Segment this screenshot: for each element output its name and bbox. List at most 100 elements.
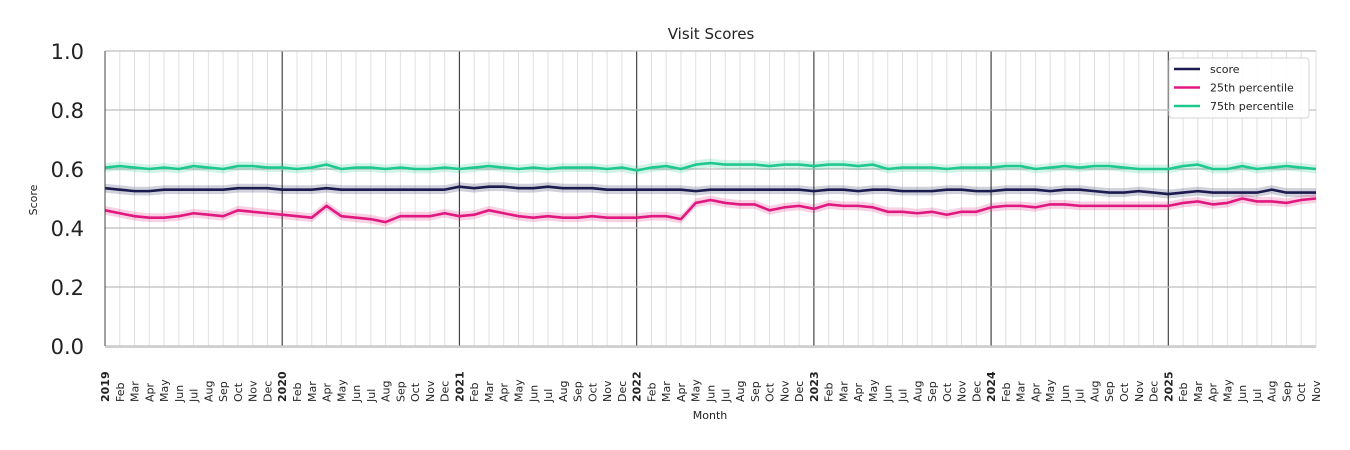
x-tick-label-month: Apr	[675, 382, 688, 402]
x-tick-label-year: 2022	[631, 371, 644, 402]
x-tick-label-month: Sep	[217, 381, 230, 402]
x-tick-label-month: Oct	[941, 382, 954, 402]
x-tick-label-month: Feb	[291, 383, 304, 402]
x-tick-label-month: Feb	[1000, 383, 1013, 402]
x-tick-label-month: Jun	[1059, 385, 1072, 403]
x-tick-label-month: May	[1044, 379, 1057, 402]
x-tick-label-month: Sep	[926, 381, 939, 402]
band-75th-percentile	[105, 158, 1316, 175]
x-tick-label-month: Jun	[350, 385, 363, 403]
x-tick-label-month: Feb	[1177, 383, 1190, 402]
y-axis-label: Score	[27, 184, 40, 215]
x-tick-label-month: Jun	[705, 385, 718, 403]
line-score	[104, 185, 1316, 196]
x-tick-label-month: Aug	[1266, 381, 1279, 402]
x-tick-label-month: Nov	[424, 380, 437, 402]
x-tick-label-year: 2019	[99, 371, 112, 402]
x-tick-label-month: May	[513, 379, 526, 402]
x-tick-label-month: Apr	[498, 382, 511, 402]
x-tick-label-month: Nov	[601, 380, 614, 402]
legend-label: 75th percentile	[1210, 100, 1294, 113]
x-tick-label-month: Feb	[823, 383, 836, 402]
x-tick-label-year: 2020	[276, 371, 289, 402]
x-tick-label-month: Apr	[852, 382, 865, 402]
x-tick-label-month: May	[867, 379, 880, 402]
x-tick-label-month: Jul	[1074, 389, 1087, 403]
x-tick-label-month: Jun	[1236, 385, 1249, 403]
x-tick-label-month: Jul	[1251, 389, 1264, 403]
x-tick-label-month: Nov	[1310, 380, 1323, 402]
x-tick-label-month: Feb	[114, 383, 127, 402]
y-tick-label: 0.0	[51, 335, 84, 359]
x-tick-label-month: Jul	[365, 389, 378, 403]
x-tick-label-month: Jun	[882, 385, 895, 403]
line-75th-percentile	[104, 161, 1317, 172]
x-axis-label: Month	[693, 409, 728, 422]
x-tick-label-month: Sep	[1280, 381, 1293, 402]
x-tick-label-month: Sep	[1103, 381, 1116, 402]
x-tick-label-month: Oct	[1118, 382, 1131, 402]
x-tick-label-month: Jun	[173, 385, 186, 403]
y-tick-label: 0.6	[51, 158, 84, 182]
x-tick-label-month: Jul	[542, 389, 555, 403]
x-tick-label-month: Dec	[616, 381, 629, 402]
x-tick-label-month: Mar	[483, 381, 496, 402]
legend-label: 25th percentile	[1210, 82, 1294, 95]
x-tick-label-month: Apr	[1207, 382, 1220, 402]
y-tick-label: 0.4	[51, 217, 84, 241]
x-tick-label-month: Dec	[970, 381, 983, 402]
x-tick-label-month: Apr	[143, 382, 156, 402]
x-tick-label-month: Mar	[129, 381, 142, 402]
x-tick-label-month: Dec	[1148, 381, 1161, 402]
x-tick-label-month: Aug	[202, 381, 215, 402]
x-tick-label-month: Nov	[1133, 380, 1146, 402]
x-tick-label-month: Mar	[660, 381, 673, 402]
x-tick-label-month: Sep	[749, 381, 762, 402]
x-tick-label-month: Mar	[1015, 381, 1028, 402]
x-tick-label-month: Feb	[645, 383, 658, 402]
x-tick-label-month: Sep	[394, 381, 407, 402]
x-tick-label-month: Dec	[793, 381, 806, 402]
x-tick-label-month: Jul	[188, 389, 201, 403]
x-tick-label-month: Dec	[261, 381, 274, 402]
x-tick-label-month: Sep	[572, 381, 585, 402]
x-tick-label-month: Jul	[896, 389, 909, 403]
x-tick-label-month: Oct	[764, 382, 777, 402]
x-tick-label-month: Feb	[468, 383, 481, 402]
x-tick-label-month: Oct	[586, 382, 599, 402]
x-tick-label-month: Jun	[527, 385, 540, 403]
x-tick-label-month: Apr	[1029, 382, 1042, 402]
x-tick-label-month: May	[690, 379, 703, 402]
legend: score 25th percentile 75th percentile	[1168, 57, 1310, 119]
x-tick-label-month: Mar	[837, 381, 850, 402]
x-tick-label-month: Nov	[247, 380, 260, 402]
series-lines	[104, 161, 1317, 224]
x-tick-label-month: Oct	[1295, 382, 1308, 402]
x-tick-label-year: 2023	[808, 371, 821, 402]
x-tick-label-month: May	[1221, 379, 1234, 402]
legend-box	[1168, 57, 1310, 119]
chart-title: Visit Scores	[668, 25, 755, 43]
x-tick-label-month: Mar	[1192, 381, 1205, 402]
x-tick-label-month: May	[158, 379, 171, 402]
line-25th-percentile	[104, 197, 1317, 224]
x-tick-label-month: May	[335, 379, 348, 402]
x-tick-label-month: Nov	[956, 380, 969, 402]
x-tick-label-month: Oct	[232, 382, 245, 402]
y-tick-label: 1.0	[51, 40, 84, 64]
x-tick-label-month: Aug	[734, 381, 747, 402]
legend-label: score	[1210, 63, 1240, 76]
x-tick-label-month: Apr	[321, 382, 334, 402]
axes: 2019 Feb Mar Apr May Jun Jul Aug Sep Oct Nov Dec 202…	[51, 40, 1323, 403]
x-tick-label-month: Dec	[439, 381, 452, 402]
band-25th-percentile	[105, 194, 1316, 227]
x-tick-label-year: 2025	[1162, 371, 1175, 402]
x-tick-label-month: Aug	[380, 381, 393, 402]
x-tick-label-month: Aug	[557, 381, 570, 402]
x-tick-label-year: 2021	[453, 371, 466, 402]
x-tick-label-month: Oct	[409, 382, 422, 402]
x-tick-label-month: Nov	[778, 380, 791, 402]
x-tick-label-month: Jul	[719, 389, 732, 403]
x-tick-label-year: 2024	[985, 371, 998, 402]
